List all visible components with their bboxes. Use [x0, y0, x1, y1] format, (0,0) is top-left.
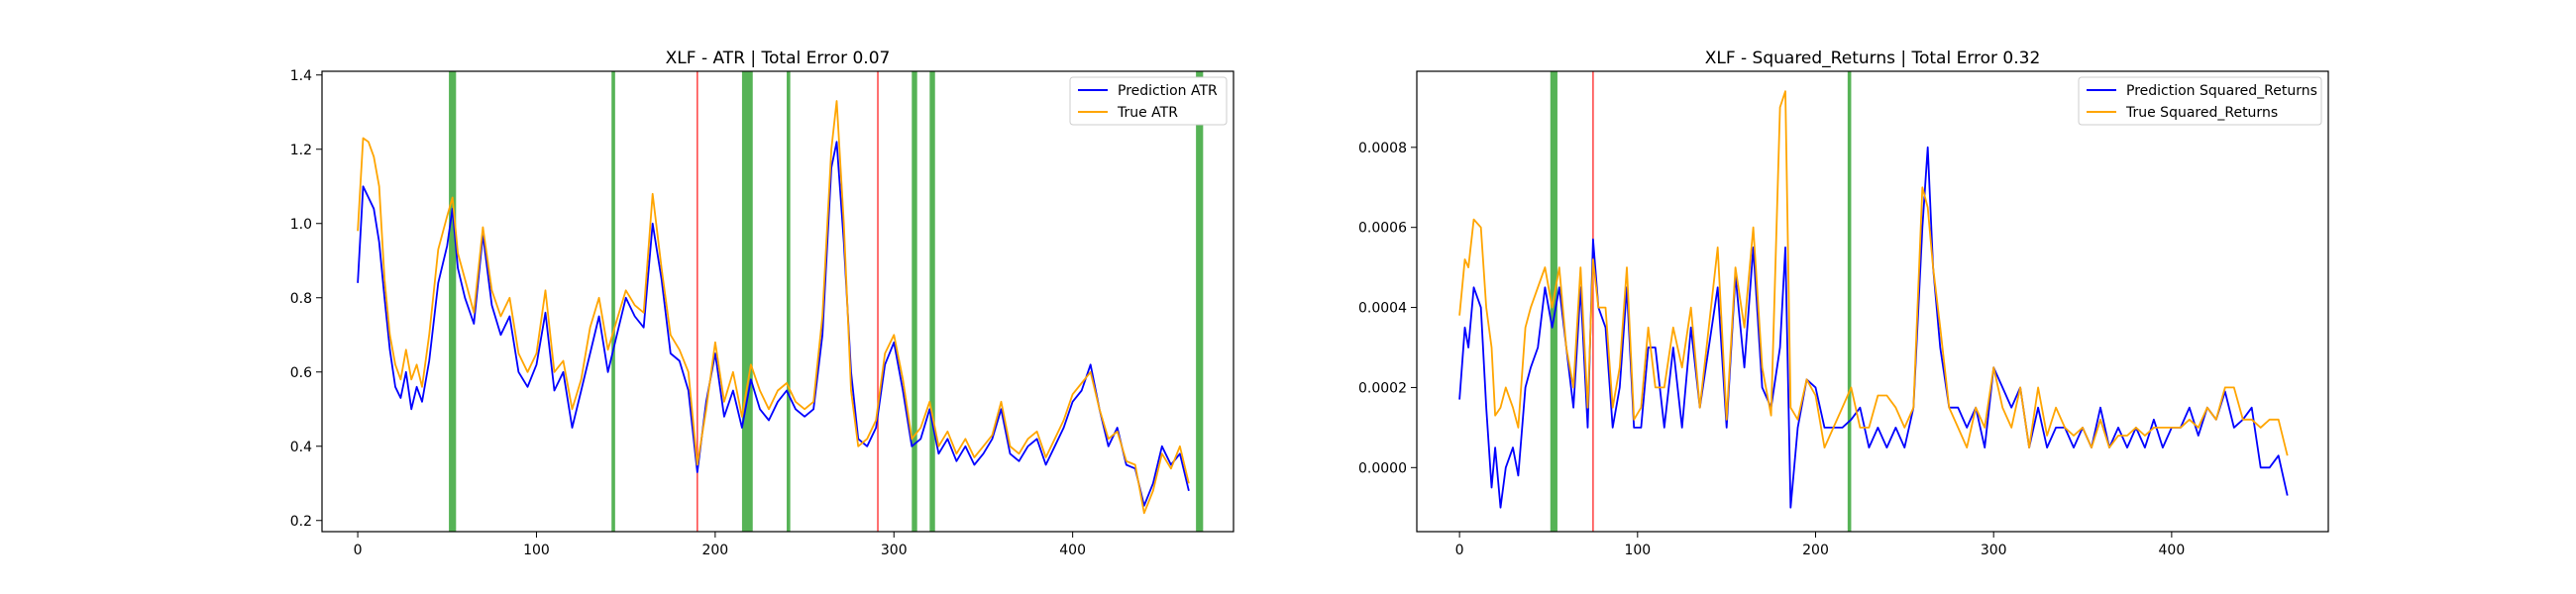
legend-box [1069, 76, 1228, 126]
chart-atr-ytick-label-2: 0.6 [290, 365, 312, 381]
chart-squared-returns-xtick-label-2: 200 [1802, 543, 1829, 558]
chart-squared-returns-ytick-label-4: 0.0008 [1358, 141, 1407, 156]
chart-atr-ytick-label-1: 0.4 [290, 440, 312, 455]
chart-atr-ytick-label-6: 1.4 [290, 68, 312, 84]
chart-atr-xtick-label-0: 0 [354, 543, 363, 558]
chart-squared-returns-xtick-label-0: 0 [1455, 543, 1464, 558]
chart-atr-ytick-label-5: 1.2 [290, 143, 312, 158]
chart-atr-ytick-label-3: 0.8 [290, 291, 312, 307]
chart-squared-returns-green-band-1 [1847, 71, 1852, 532]
chart-squared-returns-ytick-label-0: 0.0000 [1358, 460, 1407, 476]
chart-squared-returns-bands [1550, 71, 1852, 532]
chart-atr-green-band-4 [912, 71, 917, 532]
chart-atr-series-1-line [357, 100, 1190, 515]
chart-atr-green-band-1 [611, 71, 615, 532]
legend-label-prediction-atr: Prediction ATR [1118, 83, 1218, 99]
legend-box [2078, 76, 2322, 126]
chart-atr-xtick-label-1: 100 [523, 543, 550, 558]
chart-squared-returns-xtick-label-4: 400 [2159, 543, 2186, 558]
chart-atr-series-0-line [357, 141, 1190, 507]
chart-atr-frame [321, 70, 1234, 533]
chart-squared-returns-legend: Prediction Squared_Returns True Squared_… [2078, 76, 2322, 126]
legend-label-true-atr: True ATR [1117, 105, 1178, 121]
chart-atr-xtick-label-3: 300 [881, 543, 908, 558]
chart-squared-returns-xtick-label-1: 100 [1624, 543, 1651, 558]
legend-label-true-squared-returns: True Squared_Returns [2125, 105, 2278, 121]
chart-squared-returns-yaxis: 0.0000 0.0002 0.0004 0.0006 0.0008 [1358, 141, 1417, 476]
chart-atr-green-band-5 [929, 71, 935, 532]
chart-atr-legend: Prediction ATR True ATR [1069, 76, 1228, 126]
chart-atr-green-band-0 [449, 71, 457, 532]
chart-atr-ytick-label-4: 1.0 [290, 217, 312, 233]
chart-atr-green-band-6 [1196, 71, 1204, 532]
chart-atr-lines [357, 100, 1190, 515]
chart-squared-returns-xtick-label-3: 300 [1981, 543, 2007, 558]
chart-squared-returns-ytick-label-1: 0.0002 [1358, 380, 1407, 396]
chart-squared-returns-series-1-line [1458, 90, 2289, 456]
chart-atr-xtick-label-4: 400 [1059, 543, 1086, 558]
chart-atr-ytick-label-0: 0.2 [290, 514, 312, 530]
chart-atr-bands [449, 71, 1204, 532]
chart-squared-returns-ytick-label-2: 0.0004 [1358, 301, 1407, 317]
chart-atr-xaxis: 0 100 200 300 400 [354, 532, 1086, 558]
legend-label-prediction-squared-returns: Prediction Squared_Returns [2126, 83, 2317, 99]
chart-squared-returns: XLF - Squared_Returns | Total Error 0.32… [1358, 49, 2329, 558]
chart-atr: XLF - ATR | Total Error 0.07 0 100 200 300 4… [290, 49, 1234, 558]
chart-atr-green-band-3 [787, 71, 791, 532]
chart-squared-returns-frame [1416, 70, 2329, 533]
chart-atr-green-band-2 [741, 71, 753, 532]
chart-squared-returns-ytick-label-3: 0.0006 [1358, 221, 1407, 237]
chart-atr-title: XLF - ATR | Total Error 0.07 [666, 49, 891, 68]
chart-squared-returns-lines [1458, 90, 2289, 509]
chart-atr-xtick-label-2: 200 [701, 543, 728, 558]
chart-atr-yaxis: 0.2 0.4 0.6 0.8 1.0 1.2 1.4 [290, 68, 322, 530]
chart-squared-returns-xaxis: 0 100 200 300 400 [1455, 532, 2186, 558]
chart-squared-returns-title: XLF - Squared_Returns | Total Error 0.32 [1705, 49, 2041, 68]
